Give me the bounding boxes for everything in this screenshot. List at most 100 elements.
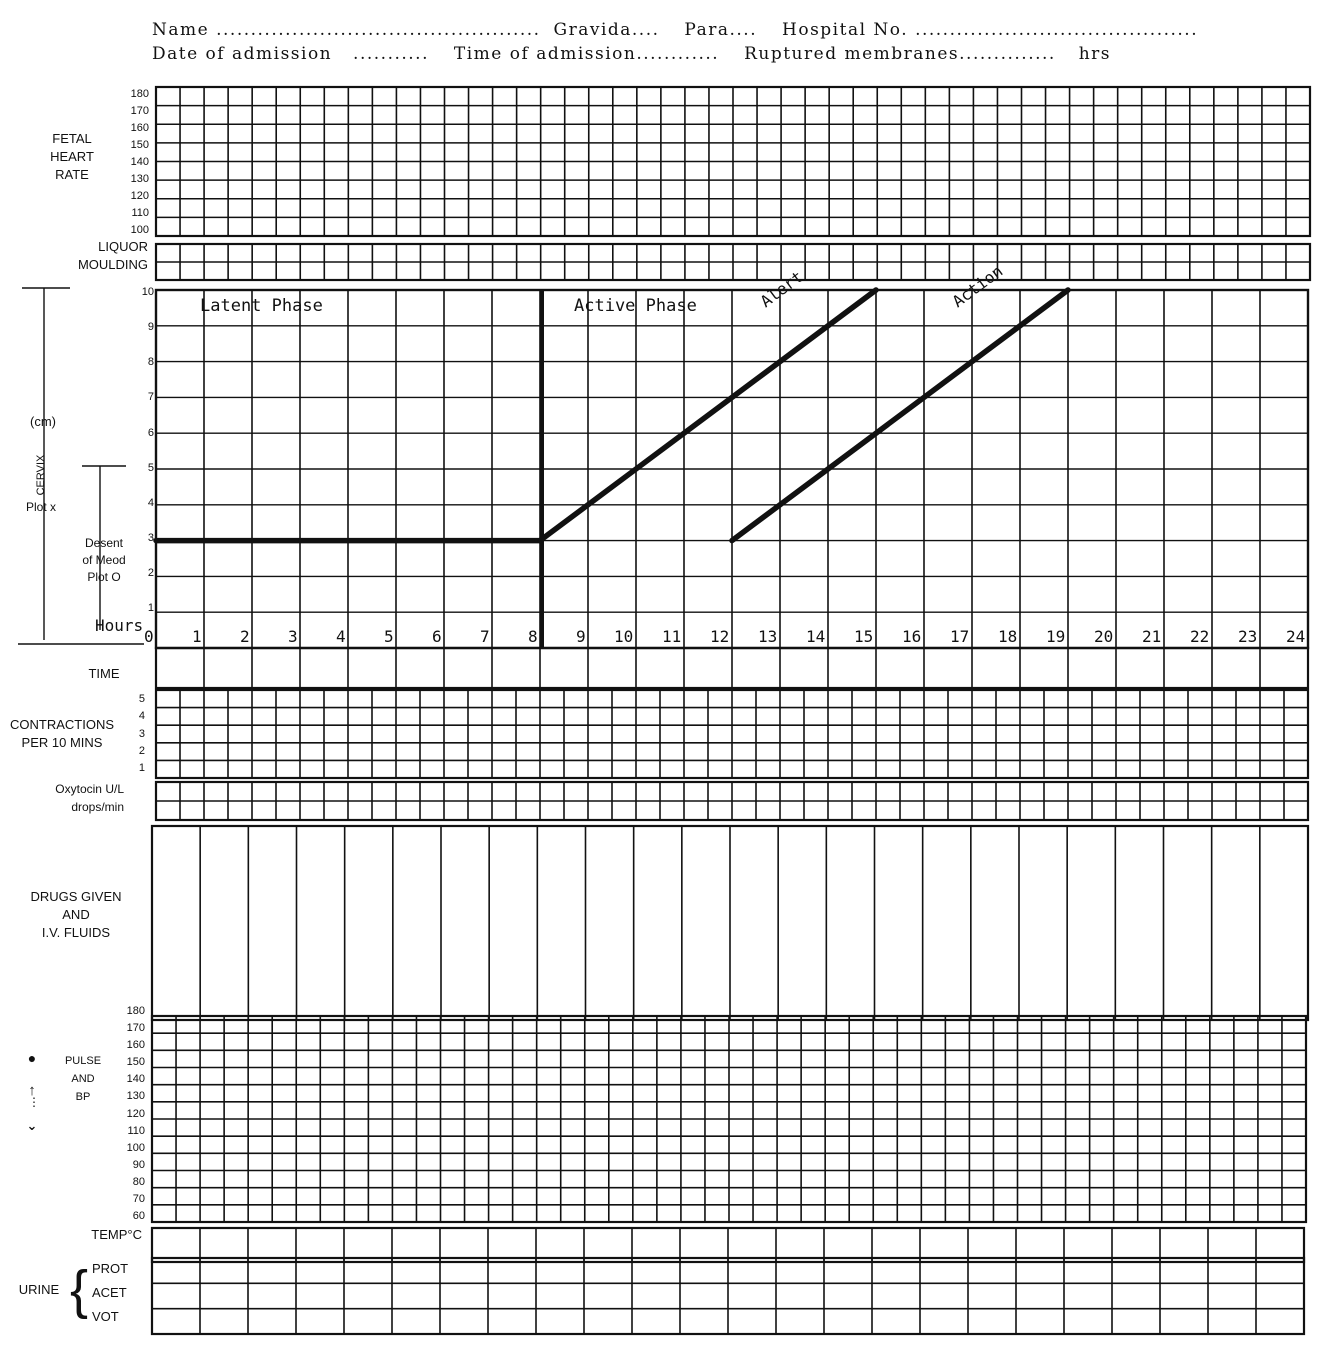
fhr-label-line1: FETAL <box>52 131 92 146</box>
pulse-tick-label: 130 <box>126 1090 145 1103</box>
cervix-tick-label: 5 <box>147 461 154 474</box>
hour-tick-label: 1 <box>192 627 202 646</box>
plot-x-label: Plot x <box>25 500 56 514</box>
hour-tick-label: 19 <box>1046 627 1066 646</box>
contractions-label-line2: PER 10 MINS <box>21 735 103 750</box>
series-label-action: Action <box>949 261 1007 311</box>
hour-tick-label: 4 <box>336 627 346 646</box>
fhr-tick-label: 100 <box>130 224 149 236</box>
temp-label: TEMP°C <box>91 1227 142 1242</box>
cervix-tick-label: 1 <box>147 602 154 615</box>
time-of-admission-field[interactable]: Time of admission............ <box>453 44 720 64</box>
vot-label: VOT <box>92 1309 119 1324</box>
name-label: Name <box>152 20 210 40</box>
para-field[interactable]: Para.... <box>684 20 758 40</box>
fhr-tick-label: 110 <box>131 207 149 219</box>
hour-tick-label: 10 <box>614 627 634 646</box>
hours-label: Hours <box>95 616 144 635</box>
fhr-tick-label: 170 <box>130 105 149 117</box>
pulse-dot-icon: ● <box>27 1050 37 1066</box>
descent-label-line1: Desent <box>84 536 124 550</box>
drugs-label-line1: DRUGS GIVEN <box>30 889 122 904</box>
fhr-tick-label: 150 <box>130 139 149 151</box>
hour-tick-label: 16 <box>902 627 922 646</box>
bp-arrow-icon: ↑ <box>28 1082 36 1099</box>
fhr-tick-label: 160 <box>130 122 149 134</box>
hour-tick-label: 12 <box>710 627 730 646</box>
oxytocin-label: Oxytocin U/L drops/min <box>20 780 124 816</box>
hour-tick-label: 8 <box>528 627 538 646</box>
pulse-tick-label: 180 <box>126 1005 145 1017</box>
liquor-label: LIQUOR <box>98 239 148 254</box>
pulse-tick-label: 140 <box>126 1073 145 1086</box>
ruptured-membranes-field[interactable]: Ruptured membranes.............. <box>744 44 1056 64</box>
cervix-tick-label: 3 <box>147 531 154 544</box>
pulse-tick-label: 60 <box>132 1210 145 1222</box>
fhr-label-line3: RATE <box>55 167 89 182</box>
hour-tick-label: 17 <box>950 627 970 646</box>
fhr-label: FETAL HEART RATE <box>30 130 114 184</box>
fhr-label-line2: HEART <box>50 149 94 164</box>
time-label: TIME <box>88 666 120 681</box>
moulding-label: MOULDING <box>77 257 148 272</box>
descent-label-line2: of Meod <box>82 553 126 567</box>
hour-tick-label: 21 <box>1142 627 1162 646</box>
date-of-admission-label: Date of admission <box>152 44 333 64</box>
hospital-no-label: Hospital No. <box>782 20 909 40</box>
hospital-no-field[interactable]: ........................................… <box>915 20 1199 40</box>
hour-tick-label: 24 <box>1286 627 1306 646</box>
date-of-admission-field[interactable]: ........... <box>353 44 429 64</box>
pulse-tick-label: 120 <box>126 1107 145 1120</box>
drugs-label-line2: AND <box>62 907 90 922</box>
fhr-tick-label: 130 <box>130 173 149 185</box>
drugs-label-line3: I.V. FLUIDS <box>41 925 111 940</box>
pulse-tick-label: 90 <box>132 1158 145 1171</box>
latent-phase-label: Latent Phase <box>200 296 323 316</box>
hour-tick-label: 11 <box>662 627 682 646</box>
pulse-tick-label: 110 <box>127 1124 145 1137</box>
hour-tick-label: 2 <box>240 627 250 646</box>
pulse-tick-label: 150 <box>126 1056 145 1069</box>
name-field[interactable]: ........................................… <box>216 20 541 40</box>
pulse-tick-label: 80 <box>132 1175 145 1188</box>
contractions-label: CONTRACTIONS PER 10 MINS <box>0 716 124 752</box>
series-line-2 <box>729 287 1071 544</box>
cervix-unit-label: (cm) <box>30 414 56 429</box>
descent-label: Desent of Meod Plot O <box>68 535 140 586</box>
hour-tick-label: 14 <box>806 627 826 646</box>
cervix-tick-label: 4 <box>147 496 154 509</box>
contraction-tick-label: 2 <box>138 744 145 757</box>
contraction-tick-label: 3 <box>138 727 145 740</box>
pulse-tick-label: 100 <box>126 1141 145 1154</box>
gravida-field[interactable]: Gravida.... <box>553 20 660 40</box>
cervix-tick-label: 9 <box>147 321 154 334</box>
cervix-tick-label: 8 <box>147 356 154 369</box>
series-line-1 <box>537 287 879 544</box>
hour-tick-label: 18 <box>998 627 1018 646</box>
pulse-tick-label: 70 <box>132 1192 145 1205</box>
hour-tick-label: 6 <box>432 627 442 646</box>
fhr-tick-label: 140 <box>130 156 149 168</box>
bp-lower-arrow-icon: ⌄ <box>26 1118 38 1133</box>
contraction-tick-label: 4 <box>138 710 145 723</box>
cervix-tick-label: 2 <box>147 567 154 580</box>
prot-label: PROT <box>92 1261 129 1276</box>
hour-tick-label: 9 <box>576 627 586 646</box>
bp-label: BP <box>75 1091 91 1103</box>
pulse-bp-label: PULSE AND BP <box>56 1052 110 1106</box>
pulse-tick-label: 170 <box>126 1022 145 1035</box>
pulse-tick-label: 160 <box>126 1039 145 1052</box>
hour-tick-label: 3 <box>288 627 298 646</box>
hour-tick-label: 0 <box>144 627 154 646</box>
drugs-label: DRUGS GIVEN AND I.V. FLUIDS <box>14 888 138 942</box>
acet-label: ACET <box>92 1285 127 1300</box>
and-label: AND <box>71 1073 95 1085</box>
hour-tick-label: 5 <box>384 627 394 646</box>
hour-tick-label: 20 <box>1094 627 1114 646</box>
cervix-tick-label: 6 <box>147 426 154 439</box>
hour-tick-label: 7 <box>480 627 490 646</box>
fhr-tick-label: 120 <box>130 190 149 202</box>
fhr-tick-label: 180 <box>130 88 149 100</box>
contraction-tick-label: 1 <box>138 762 145 774</box>
